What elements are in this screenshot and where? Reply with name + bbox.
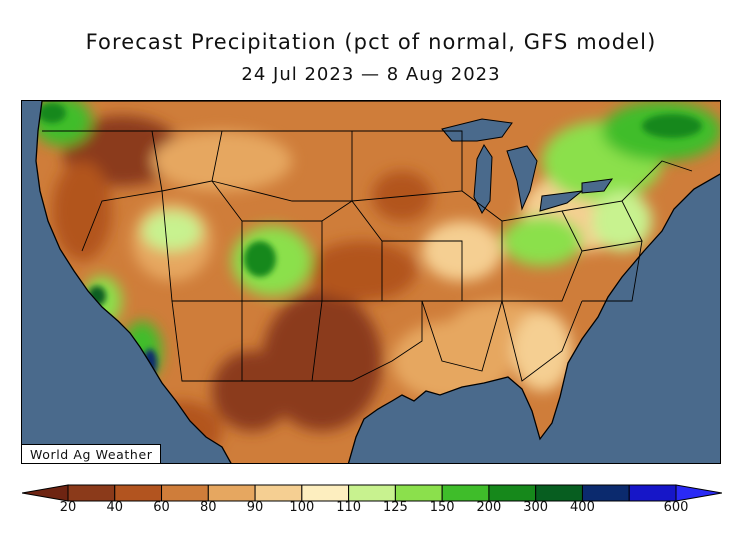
colorbar-cell-400 bbox=[581, 484, 630, 502]
map-credit-label: World Ag Weather bbox=[21, 444, 162, 464]
colorbar-tick-90: 90 bbox=[246, 500, 264, 515]
colorbar-cell-600 bbox=[628, 484, 677, 502]
colorbar-tick-600: 600 bbox=[663, 500, 689, 515]
colorbar bbox=[22, 484, 722, 502]
colorbar-over-arrow bbox=[675, 484, 722, 502]
precipitation-map bbox=[21, 100, 721, 464]
colorbar-tick-200: 200 bbox=[476, 500, 502, 515]
colorbar-tick-125: 125 bbox=[382, 500, 408, 515]
colorbar-tick-20: 20 bbox=[59, 500, 77, 515]
colorbar-cell-150 bbox=[441, 484, 490, 502]
coastline bbox=[35, 101, 720, 463]
colorbar-tick-100: 100 bbox=[289, 500, 315, 515]
colorbar-cell-125 bbox=[394, 484, 443, 502]
colorbar-cell-60 bbox=[161, 484, 209, 502]
colorbar-tick-300: 300 bbox=[523, 500, 549, 515]
colorbar-cell-110 bbox=[348, 484, 396, 502]
colorbar-cell-80 bbox=[207, 484, 256, 502]
map-title: Forecast Precipitation (pct of normal, G… bbox=[85, 30, 657, 54]
colorbar-cell-90 bbox=[254, 484, 303, 502]
colorbar-tick-60: 60 bbox=[153, 500, 170, 515]
colorbar-cell-40 bbox=[114, 484, 163, 502]
colorbar-cell-100 bbox=[301, 484, 350, 502]
colorbar-cell-200 bbox=[488, 484, 537, 502]
colorbar-tick-150: 150 bbox=[429, 500, 455, 515]
colorbar-cell-20 bbox=[67, 484, 116, 502]
colorbar-tick-80: 80 bbox=[200, 500, 217, 515]
colorbar-tick-40: 40 bbox=[106, 500, 124, 515]
great-lakes bbox=[441, 118, 614, 214]
colorbar-tick-400: 400 bbox=[570, 500, 595, 515]
colorbar-cell-300 bbox=[535, 484, 583, 502]
colorbar-under-arrow bbox=[22, 484, 69, 502]
map-subtitle: 24 Jul 2023 — 8 Aug 2023 bbox=[241, 64, 501, 85]
state-boundaries bbox=[42, 130, 693, 382]
colorbar-tick-110: 110 bbox=[336, 500, 362, 515]
